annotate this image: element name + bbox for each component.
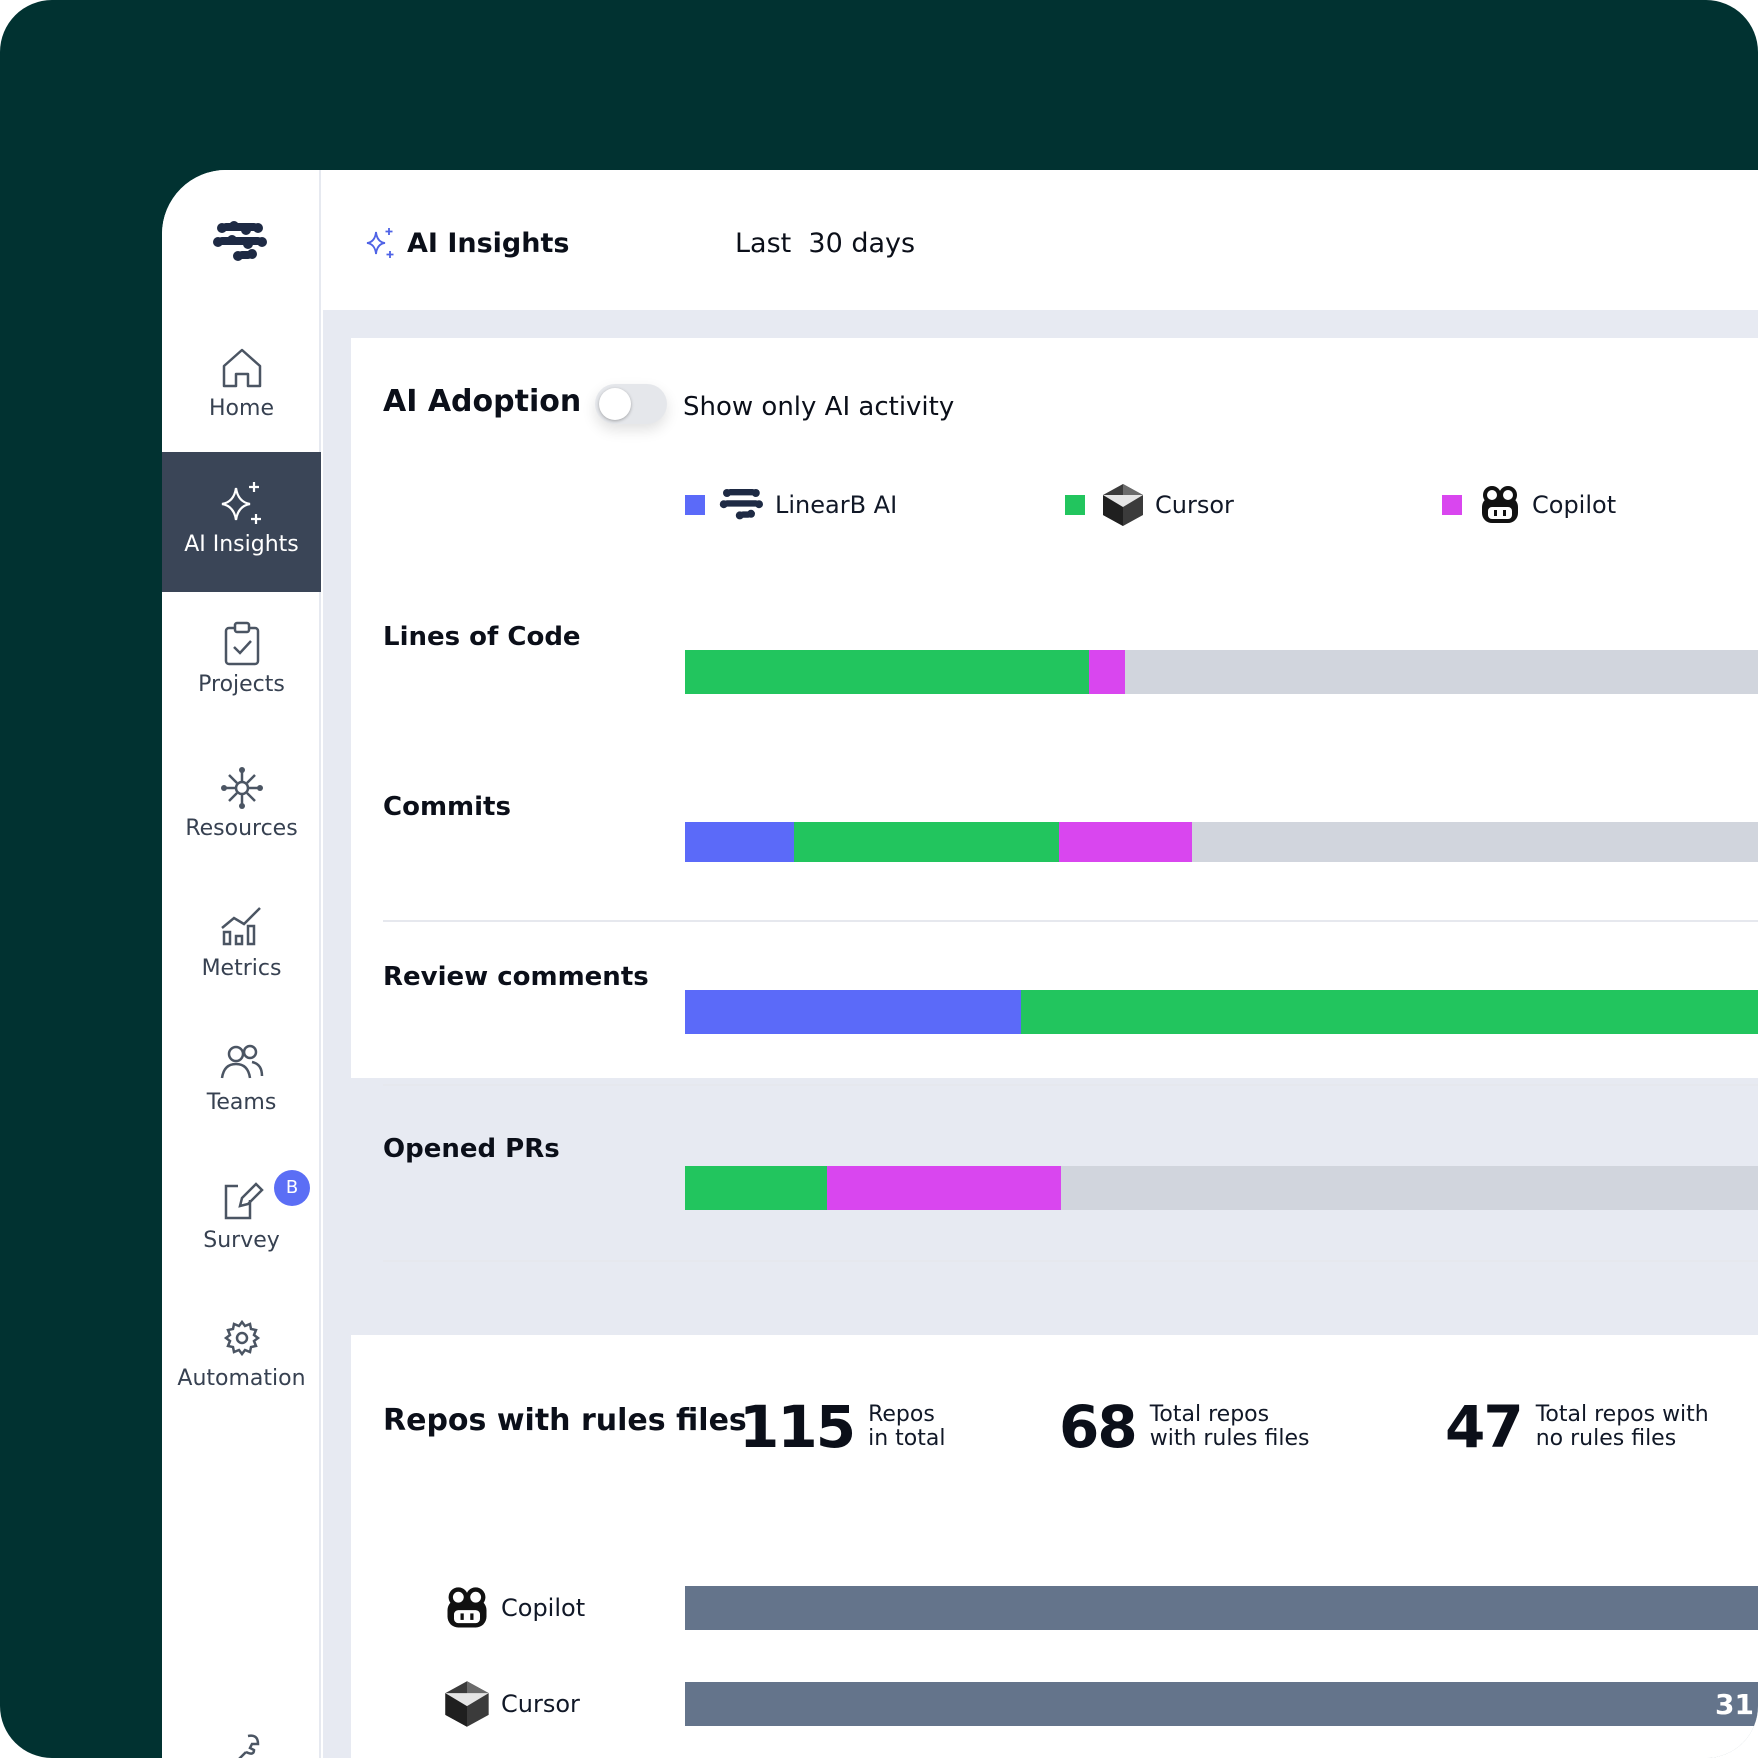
- legend-item-copilot: Copilot: [1442, 480, 1616, 530]
- sidebar-item-automation[interactable]: Automation: [162, 1286, 321, 1426]
- gear-cycle-icon: [223, 1319, 260, 1357]
- adoption-bar-commits[interactable]: [685, 822, 1758, 862]
- stat-desc-line: Total repos with: [1535, 1402, 1709, 1427]
- wrench-icon[interactable]: [224, 1730, 264, 1758]
- stat-repos-without-rules: 47 Total repos with no rules files: [1445, 1393, 1709, 1461]
- stat-desc-line: with rules files: [1149, 1426, 1310, 1451]
- copilot-logo-icon: [447, 1587, 487, 1628]
- sidebar-item-home[interactable]: Home: [162, 316, 321, 456]
- row-label: Review comments: [383, 962, 649, 992]
- stat-repos-total: 115 Repos in total: [739, 1393, 945, 1461]
- bar-chart-icon: [220, 907, 261, 946]
- page-header: AI Insights Last 30 days: [323, 170, 1758, 310]
- clipboard-check-icon: [224, 621, 259, 666]
- legend-label: Cursor: [1155, 491, 1234, 519]
- sidebar-item-resources[interactable]: Resources: [162, 736, 321, 876]
- bar-segment-cursor[interactable]: [685, 650, 1089, 694]
- sidebar-item-label: Metrics: [201, 956, 282, 981]
- edit-clipboard-icon: [224, 1182, 264, 1220]
- linearb-logo-icon: [719, 489, 763, 520]
- cursor-logo-icon: [445, 1681, 489, 1727]
- app-window: Home AI Insights Projects: [162, 170, 1758, 1758]
- bar-segment-cursor[interactable]: [793, 822, 1060, 862]
- sidebar-item-metrics[interactable]: Metrics: [162, 876, 321, 1016]
- bar-segment-copilot[interactable]: [1088, 650, 1125, 694]
- sidebar-item-survey[interactable]: B Survey: [162, 1148, 321, 1288]
- bar-segment-linearb[interactable]: [685, 990, 1021, 1034]
- sidebar-item-teams[interactable]: Teams: [162, 1010, 321, 1150]
- legend-swatch: [1065, 495, 1085, 515]
- sidebar-item-ai-insights[interactable]: AI Insights: [162, 452, 321, 592]
- sidebar-item-label: Home: [209, 396, 274, 421]
- cursor-logo-icon: [1103, 484, 1143, 526]
- sidebar-item-label: Resources: [185, 816, 298, 841]
- repo-bar-copilot[interactable]: [685, 1586, 1758, 1630]
- adoption-bar-lines-of-code[interactable]: [685, 650, 1758, 694]
- sidebar-item-label: Automation: [177, 1366, 306, 1391]
- sidebar-item-label: Teams: [206, 1090, 277, 1115]
- stat-desc: Total repos with no rules files: [1536, 1403, 1709, 1451]
- network-icon: [220, 767, 263, 809]
- repo-bar-value: 31: [1715, 1688, 1754, 1721]
- row-divider: [383, 920, 1758, 922]
- copilot-logo-icon: [1482, 486, 1518, 523]
- stat-value: 68: [1059, 1393, 1138, 1461]
- stat-value: 115: [739, 1393, 856, 1461]
- stat-desc-line: no rules files: [1535, 1426, 1677, 1451]
- home-icon: [222, 348, 261, 388]
- repo-row-label: Cursor: [501, 1690, 580, 1718]
- sidebar: Home AI Insights Projects: [162, 170, 321, 1758]
- bar-segment-copilot[interactable]: [826, 1166, 1062, 1210]
- row-label: Commits: [383, 792, 511, 822]
- legend-label: Copilot: [1532, 491, 1617, 519]
- row-divider: [383, 1084, 1758, 1086]
- sparkles-icon: [221, 482, 261, 524]
- repo-row-copilot: Copilot: [441, 1582, 585, 1634]
- stat-repos-with-rules: 68 Total repos with rules files: [1059, 1393, 1309, 1461]
- legend-swatch: [1442, 495, 1462, 515]
- adoption-bar-opened-prs[interactable]: [685, 1166, 1758, 1210]
- page-title: AI Insights: [407, 228, 570, 259]
- bar-segment-linearb[interactable]: [685, 822, 794, 862]
- bar-segment-cursor[interactable]: [685, 1166, 827, 1210]
- stat-desc: Repos in total: [868, 1403, 945, 1451]
- ai-adoption-card: AI Adoption Show only AI activity Linear…: [351, 338, 1758, 1262]
- section-title: AI Adoption: [383, 384, 582, 419]
- repo-bar-cursor[interactable]: 31: [685, 1682, 1758, 1726]
- stat-value: 47: [1445, 1393, 1524, 1461]
- sparkles-icon: [366, 228, 394, 258]
- toggle-knob: [599, 388, 631, 420]
- stat-desc-line: in total: [868, 1426, 946, 1451]
- legend-swatch: [685, 495, 705, 515]
- beta-badge: B: [274, 1170, 310, 1206]
- stat-desc: Total repos with rules files: [1150, 1403, 1310, 1451]
- repo-row-label: Copilot: [501, 1594, 586, 1622]
- legend-item-linearb: LinearB AI: [685, 480, 897, 530]
- sidebar-item-label: AI Insights: [184, 532, 299, 557]
- repo-row-cursor: Cursor: [441, 1678, 580, 1730]
- bar-segment-cursor[interactable]: [1020, 990, 1758, 1034]
- bar-segment-copilot[interactable]: [1059, 822, 1192, 862]
- toggle-label: Show only AI activity: [683, 392, 955, 422]
- sidebar-item-projects[interactable]: Projects: [162, 592, 321, 732]
- row-label: Opened PRs: [383, 1134, 560, 1164]
- repos-rules-card: Repos with rules files 115 Repos in tota…: [351, 1335, 1758, 1758]
- sidebar-item-label: Projects: [198, 672, 285, 697]
- sidebar-item-label: Survey: [203, 1228, 280, 1253]
- legend-item-cursor: Cursor: [1065, 480, 1234, 530]
- linearb-logo-icon[interactable]: [212, 218, 272, 268]
- adoption-bar-review-comments[interactable]: [685, 990, 1758, 1034]
- stat-desc-line: Repos: [868, 1402, 935, 1427]
- legend-label: LinearB AI: [775, 491, 898, 519]
- row-label: Lines of Code: [383, 622, 581, 652]
- row-divider: [383, 1260, 1758, 1262]
- users-icon: [220, 1044, 263, 1079]
- stat-desc-line: Total repos: [1149, 1402, 1270, 1427]
- date-range-selector[interactable]: Last 30 days: [735, 228, 916, 259]
- section-title: Repos with rules files: [383, 1403, 747, 1438]
- ai-activity-toggle[interactable]: [595, 384, 667, 424]
